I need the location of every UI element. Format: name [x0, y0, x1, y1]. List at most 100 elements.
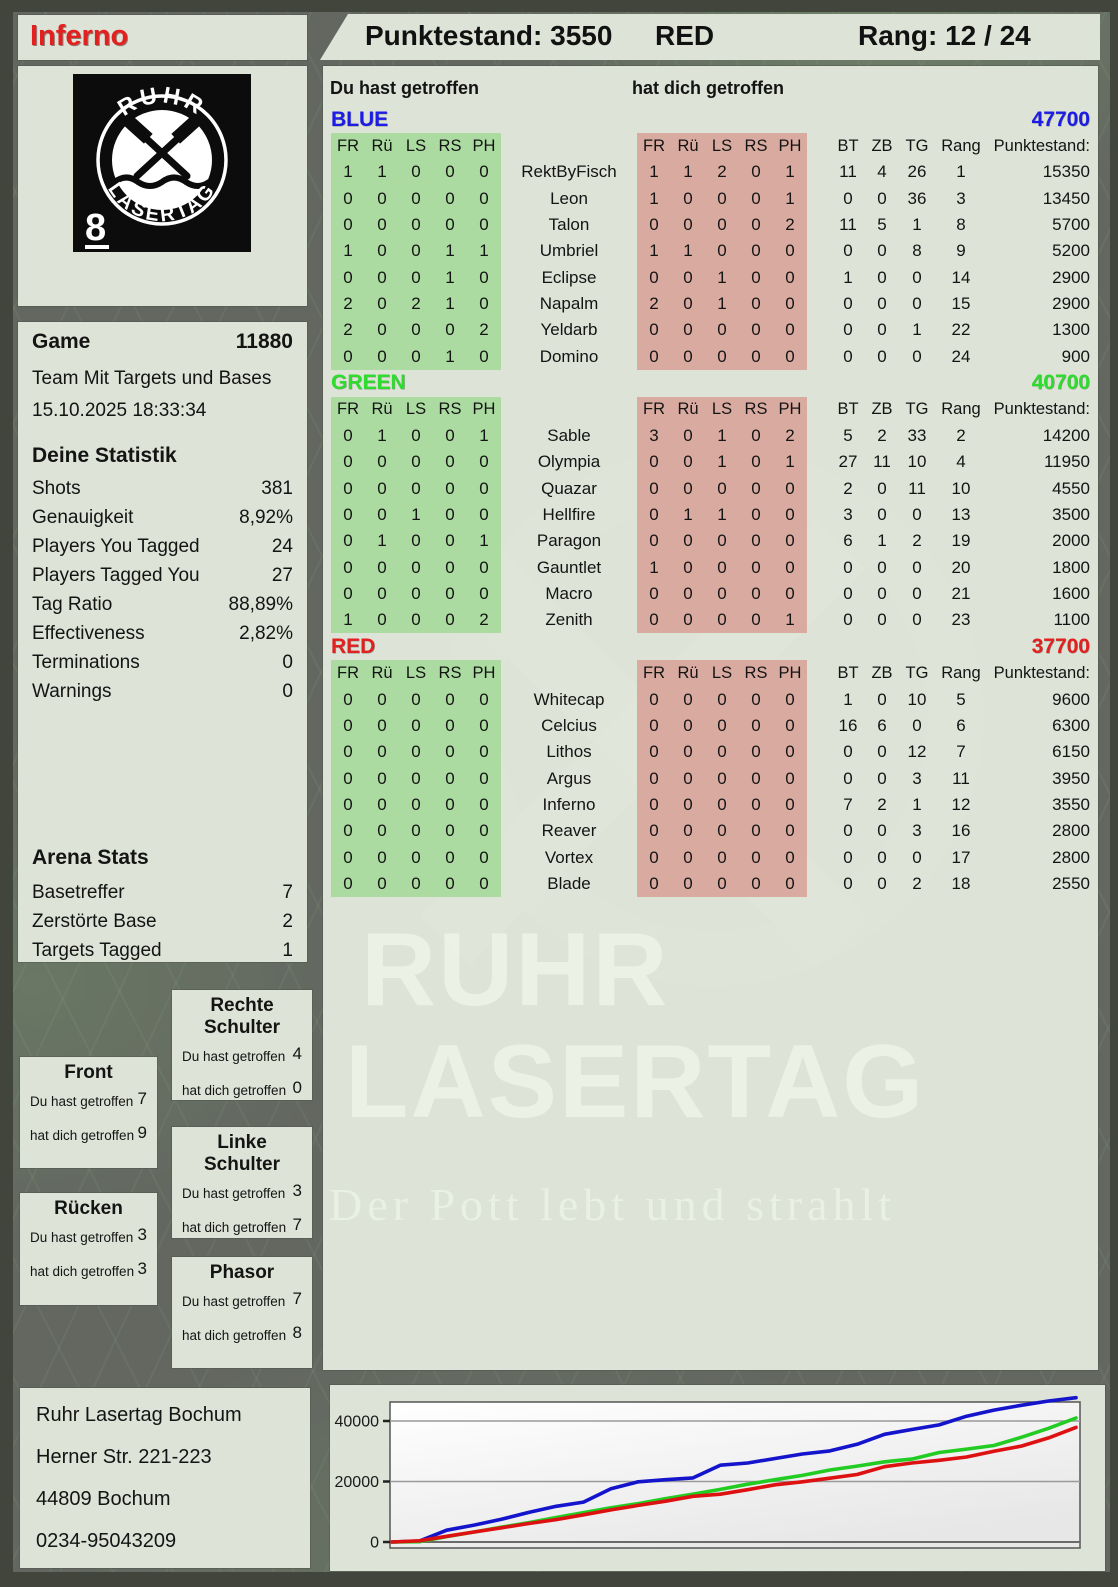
you-hit-cell: 0	[399, 580, 433, 608]
hit-you-label: hat dich getroffen	[182, 1328, 287, 1343]
address-lines: Ruhr Lasertag Bochum Herner Str. 221-223 4…	[20, 1394, 310, 1562]
zb-cell: 0	[877, 478, 887, 498]
hit-you-cell: 0	[671, 528, 705, 555]
hit-zone-r-cken: Rücken Du hast getroffen 3 hat dich getroff…	[20, 1193, 157, 1305]
you-hit-header: Du hast getroffen	[330, 78, 480, 98]
player-row: 0 0 1 0 0 Hellfire 0 1 1 0 0 3 0 0 13 3500	[331, 501, 1092, 529]
you-hit-cell: 0	[331, 580, 365, 608]
hit-you-value: 0	[292, 1078, 302, 1097]
tg-cell: 11	[908, 478, 926, 498]
hit-you-cell: 1	[773, 159, 807, 186]
hit-you-cell: 2	[705, 159, 739, 186]
hit-you-cell: 0	[637, 607, 671, 634]
player-row: 0 0 0 0 0 Argus 0 0 0 0 0 0 0 3 11 3950	[331, 765, 1092, 792]
you-hit-value: 4	[292, 1044, 302, 1063]
player-name-cell: Gauntlet	[536, 557, 602, 577]
watermark-line2: LASERTAG	[345, 1024, 926, 1140]
rang-cell: 17	[951, 847, 971, 867]
player-name-cell: Reaver	[541, 821, 597, 841]
you-hit-cell: 0	[331, 264, 365, 291]
hit-you-cell: 0	[739, 159, 773, 186]
stat-label: Zerstörte Base	[32, 910, 157, 932]
player-name-cell: Zenith	[545, 610, 593, 630]
col-header: Rü	[671, 133, 705, 160]
hit-you-cell: 0	[705, 686, 739, 713]
zb-cell: 0	[877, 768, 887, 788]
you-hit-cell: 0	[467, 580, 501, 608]
hit-you-cell: 0	[773, 818, 807, 845]
stat-value: 0	[282, 680, 293, 702]
hit-you-cell: 0	[637, 739, 671, 766]
tg-cell: 12	[907, 742, 927, 762]
bt-cell: 0	[843, 610, 853, 630]
you-hit-cell: 0	[331, 554, 365, 581]
you-hit-cell: 0	[365, 791, 399, 819]
rang-cell: 1	[956, 162, 966, 182]
rang-cell: 8	[956, 215, 966, 235]
your-stats-title: Deine Statistik	[32, 444, 177, 467]
hit-you-cell: 0	[773, 844, 807, 871]
player-row: 2 0 2 1 0 Napalm 2 0 1 0 0 0 0 0 15 2900	[331, 290, 1092, 318]
player-name-cell: Inferno	[542, 794, 596, 814]
rank-header: Rang: 12 / 24	[858, 20, 1031, 51]
zb-cell: 0	[877, 821, 887, 841]
hit-you-cell: 0	[739, 528, 773, 555]
hit-you-cell: 0	[671, 870, 705, 898]
game-mode: Team Mit Targets und Bases	[32, 368, 272, 389]
player-row: 1 0 0 1 1 Umbriel 1 1 0 0 0 0 0 8 9 5200	[331, 238, 1092, 265]
you-hit-cell: 0	[365, 449, 399, 476]
hit-you-cell: 0	[671, 712, 705, 740]
col-header-punktestand: Punktestand:	[993, 663, 1090, 682]
team-total: 40700	[1031, 371, 1090, 395]
hit-you-cell: 0	[671, 686, 705, 713]
player-row: 0 0 0 0 0 Celcius 0 0 0 0 0 16 6 0 6 6300	[331, 712, 1092, 740]
col-header-rang: Rang	[941, 136, 981, 155]
zb-cell: 0	[877, 583, 887, 603]
team-header: RED	[655, 20, 715, 51]
you-hit-cell: 0	[365, 870, 399, 898]
zb-cell: 0	[877, 557, 887, 577]
player-name-cell: Macro	[545, 583, 593, 603]
zone-you-hit-row: Du hast getroffen 7	[182, 1289, 302, 1309]
you-hit-cell: 0	[433, 422, 467, 450]
hit-you-value: 9	[137, 1123, 147, 1142]
hit-you-cell: 1	[705, 501, 739, 529]
zb-cell: 1	[877, 531, 887, 551]
you-hit-cell: 0	[433, 185, 467, 212]
hit-you-label: hat dich getroffen	[182, 1220, 287, 1235]
address-line: Ruhr Lasertag Bochum	[36, 1404, 242, 1426]
hit-zone-title: Front	[64, 1062, 113, 1083]
rang-cell: 3	[956, 188, 966, 208]
zb-cell: 11	[873, 452, 891, 472]
stat-row: Targets Tagged 1	[32, 936, 293, 965]
tg-cell: 0	[912, 557, 922, 577]
col-header-zb: ZB	[871, 400, 893, 419]
bt-cell: 0	[843, 557, 853, 577]
bt-cell: 6	[843, 531, 853, 551]
hit-you-cell: 0	[637, 449, 671, 476]
stat-label: Basetreffer	[32, 881, 125, 903]
hit-you-cell: 0	[671, 580, 705, 608]
col-header: RS	[739, 133, 773, 160]
col-header: RS	[433, 133, 467, 160]
hit-you-cell: 0	[637, 211, 671, 239]
you-hit-cell: 0	[467, 475, 501, 502]
stat-label: Shots	[32, 477, 81, 499]
hit-you-cell: 0	[739, 185, 773, 212]
stat-row: Terminations 0	[32, 648, 293, 677]
hit-you-cell: 0	[773, 739, 807, 766]
you-hit-cell: 0	[433, 211, 467, 239]
logo-badge-8: 8	[85, 207, 106, 249]
col-header-zb: ZB	[871, 663, 893, 682]
hit-you-cell: 0	[773, 501, 807, 529]
you-hit-cell: 0	[399, 554, 433, 581]
watermark-line1: RUHR	[361, 912, 670, 1028]
hit-you-cell: 0	[705, 580, 739, 608]
zb-cell: 0	[877, 293, 887, 313]
hit-you-cell: 0	[637, 501, 671, 529]
you-hit-cell: 0	[365, 554, 399, 581]
hit-you-cell: 2	[773, 422, 807, 450]
hit-you-cell: 0	[739, 238, 773, 265]
hit-you-cell: 0	[739, 290, 773, 318]
player-name-cell: Hellfire	[542, 505, 596, 524]
